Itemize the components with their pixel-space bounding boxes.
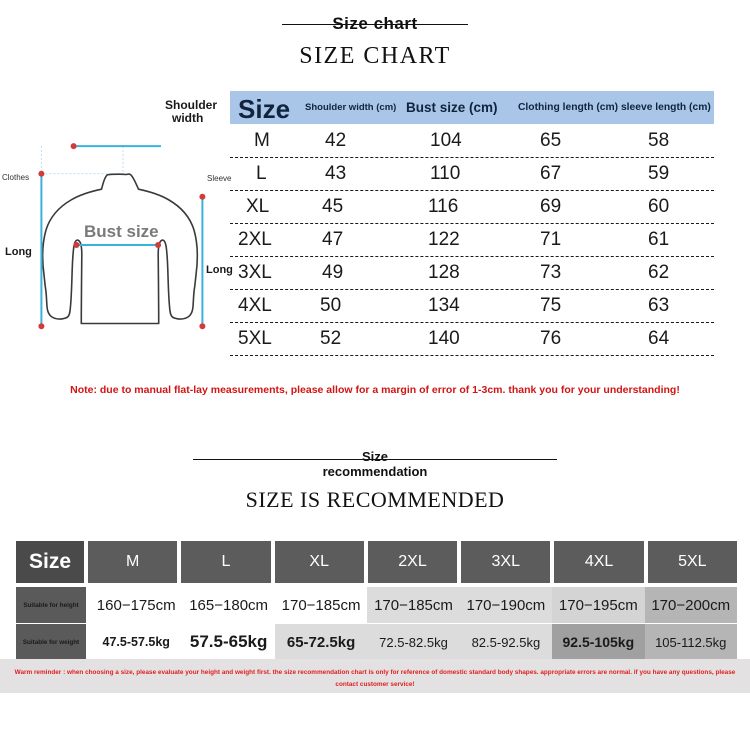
svg-text:Long: Long <box>5 246 32 258</box>
svg-text:Long: Long <box>206 264 233 276</box>
svg-text:Sleeve: Sleeve <box>207 174 232 183</box>
svg-text:Clothes: Clothes <box>2 173 29 182</box>
svg-text:width: width <box>171 111 203 125</box>
svg-text:Shoulder: Shoulder <box>165 98 217 112</box>
svg-text:Bust size: Bust size <box>84 222 159 241</box>
